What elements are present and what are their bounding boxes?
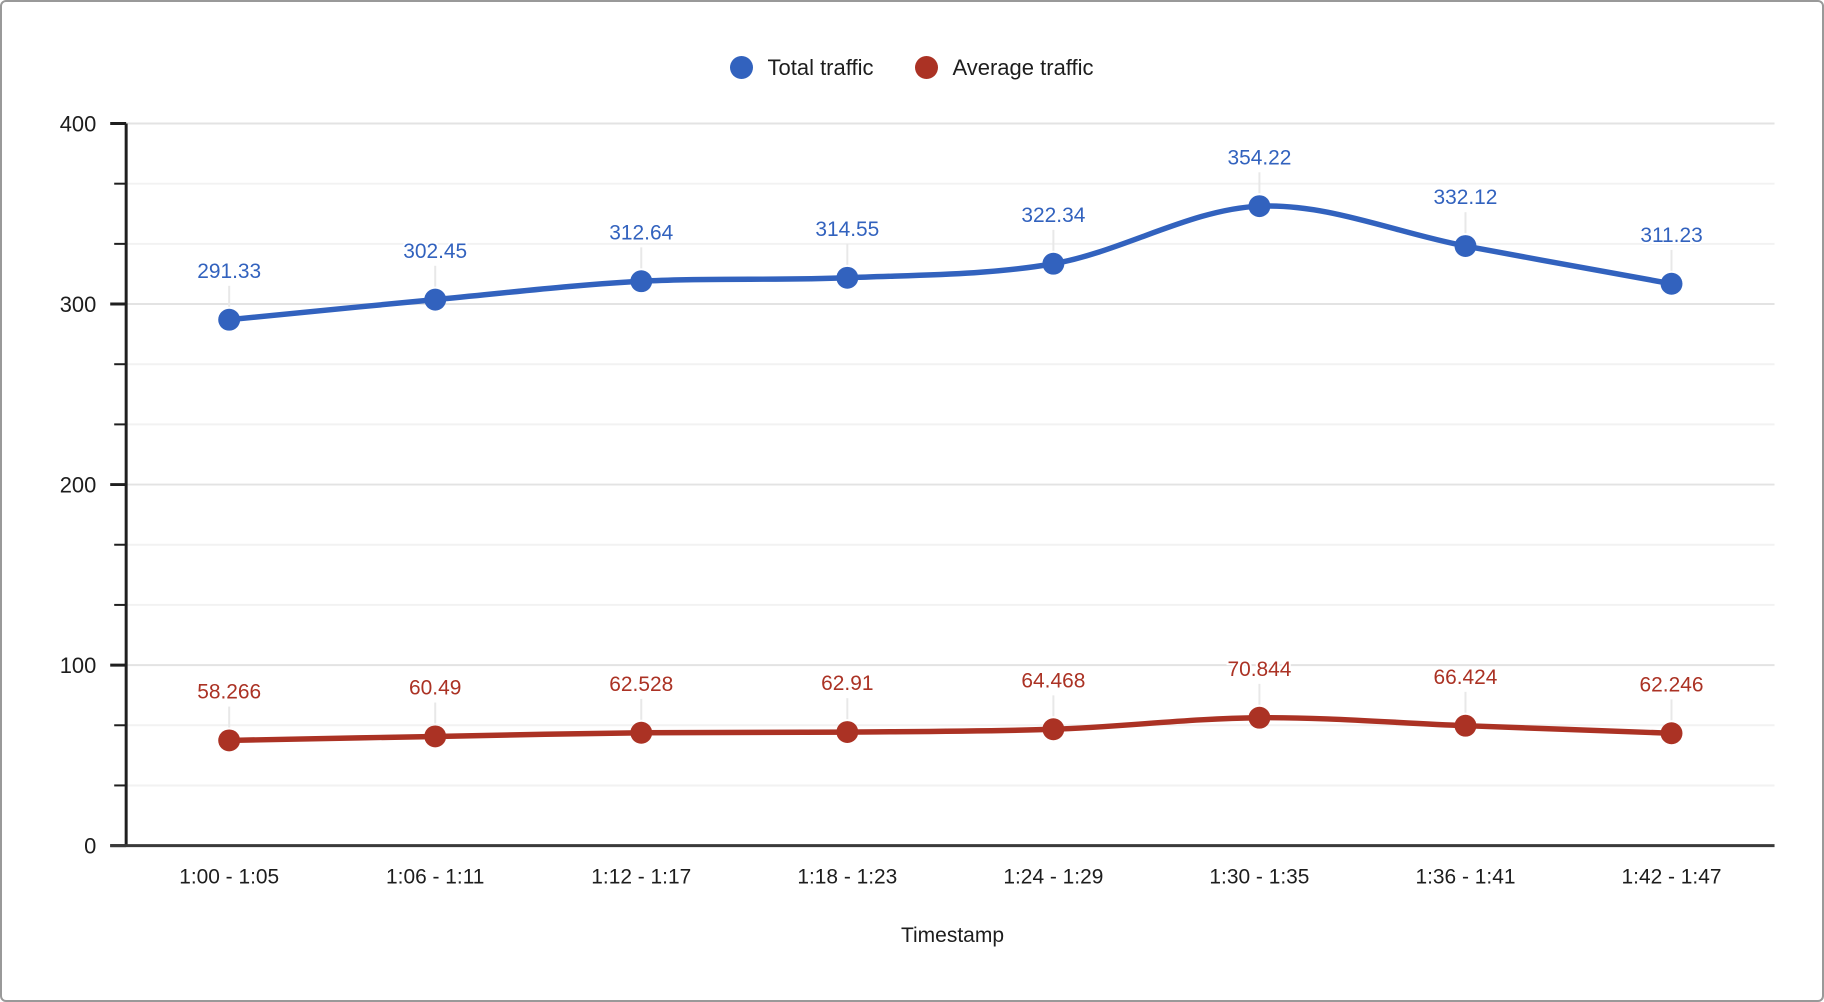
data-label-total-traffic-3: 314.55 [815,218,879,241]
data-label-total-traffic-6: 332.12 [1433,186,1497,209]
x-tick-label: 1:30 - 1:35 [1209,865,1309,888]
x-tick-label: 1:42 - 1:47 [1622,865,1722,888]
x-axis-title: Timestamp [900,924,1005,947]
data-label-average-traffic-0: 58.266 [197,681,261,704]
legend-item-total-traffic[interactable]: Total traffic [730,56,873,79]
data-point-total-traffic-0[interactable] [218,308,241,331]
y-tick-label: 0 [84,834,96,859]
data-label-average-traffic-3: 62.91 [821,672,873,695]
data-label-average-traffic-5: 70.844 [1227,658,1291,681]
series-line-total-traffic [226,203,1675,323]
y-tick-label: 100 [60,653,97,678]
data-label-total-traffic-0: 291.33 [197,260,261,283]
x-tick-label: 1:06 - 1:11 [386,865,484,888]
x-tick-label: 1:36 - 1:41 [1415,865,1515,888]
chart-legend: Total traffic Average traffic [2,56,1822,79]
x-tick-label: 1:18 - 1:23 [797,865,897,888]
y-tick-label: 300 [60,292,97,317]
data-label-total-traffic-1: 302.45 [403,240,467,263]
data-point-average-traffic-6[interactable] [1454,714,1477,737]
x-tick-label: 1:24 - 1:29 [1003,865,1103,888]
data-point-average-traffic-1[interactable] [424,725,447,748]
legend-dot-average-traffic-icon [915,56,939,79]
data-point-average-traffic-0[interactable] [218,729,241,752]
data-point-average-traffic-7[interactable] [1660,722,1683,745]
data-point-average-traffic-3[interactable] [836,721,859,744]
data-label-average-traffic-7: 62.246 [1640,673,1704,696]
legend-label-total-traffic: Total traffic [767,54,874,80]
series-line-average-traffic [226,714,1675,744]
data-point-total-traffic-6[interactable] [1454,235,1477,258]
data-point-total-traffic-7[interactable] [1660,272,1683,295]
data-label-average-traffic-1: 60.49 [409,677,461,700]
data-label-average-traffic-4: 64.468 [1021,669,1085,692]
data-point-total-traffic-1[interactable] [424,288,447,311]
data-label-total-traffic-4: 322.34 [1021,204,1085,227]
data-point-average-traffic-4[interactable] [1042,718,1065,741]
data-label-total-traffic-5: 354.22 [1227,146,1291,169]
data-point-average-traffic-2[interactable] [630,721,653,744]
data-point-total-traffic-5[interactable] [1248,195,1271,218]
data-label-total-traffic-7: 311.23 [1640,224,1702,247]
data-point-total-traffic-3[interactable] [836,266,859,289]
x-tick-label: 1:12 - 1:17 [591,865,691,888]
data-label-average-traffic-6: 66.424 [1433,666,1497,689]
data-label-average-traffic-2: 62.528 [609,673,673,696]
data-point-total-traffic-2[interactable] [630,270,653,293]
legend-item-average-traffic[interactable]: Average traffic [915,54,1094,80]
y-tick-label: 200 [60,473,97,498]
data-point-average-traffic-5[interactable] [1248,706,1271,729]
data-label-total-traffic-2: 312.64 [609,221,673,244]
x-tick-label: 1:00 - 1:05 [179,865,279,888]
legend-dot-total-traffic-icon [730,56,754,79]
data-point-total-traffic-4[interactable] [1042,252,1065,275]
y-tick-label: 400 [60,111,97,136]
legend-label-average-traffic: Average traffic [952,54,1094,80]
